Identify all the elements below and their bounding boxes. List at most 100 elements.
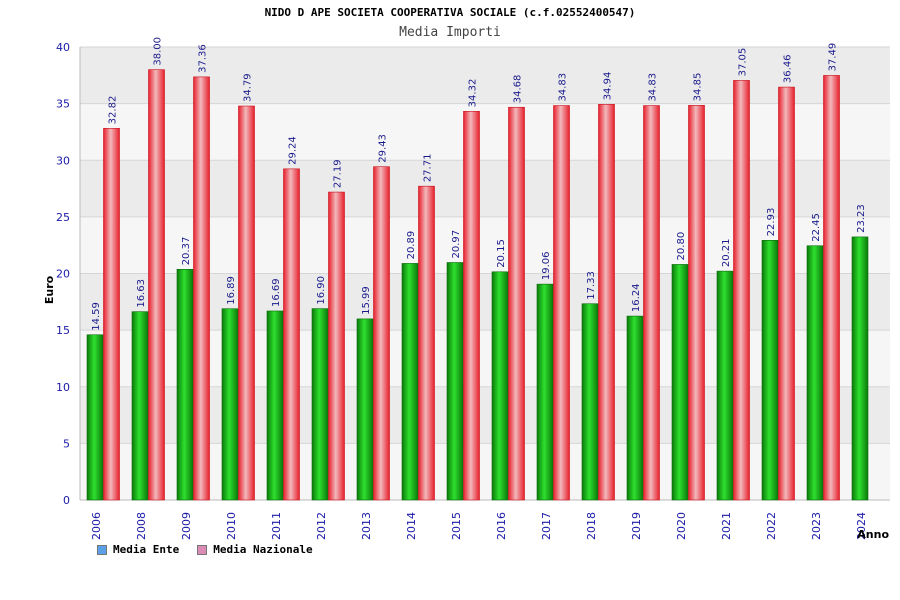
x-tick-label: 2024 [855, 512, 868, 540]
x-axis-ticks: 2006 2008 2009 2010 2011 2012 2013 2014 2015 2016… [90, 512, 868, 540]
bar-media-ente [401, 263, 419, 501]
grid-band [80, 273, 890, 331]
x-tick-label: 2021 [720, 512, 733, 540]
bar-media-nazionale [688, 105, 705, 501]
label-media-ente: 17.33 [586, 271, 597, 300]
label-media-ente: 16.90 [316, 276, 327, 305]
bar-media-ente [221, 308, 239, 501]
label-media-ente: 20.89 [406, 231, 417, 260]
bar-media-nazionale [193, 76, 210, 501]
label-media-ente: 16.63 [136, 279, 147, 308]
y-axis-ticks: 0 5 10 15 20 25 30 35 40 [56, 41, 70, 507]
bar-media-nazionale [553, 105, 570, 501]
bar-media-ente [761, 240, 779, 501]
label-media-ente: 16.69 [271, 278, 282, 307]
x-tick-label: 2020 [675, 512, 688, 540]
bars [86, 69, 869, 501]
x-tick-label: 2017 [540, 512, 553, 540]
label-media-nazionale: 38.00 [153, 37, 164, 66]
label-media-nazionale: 34.83 [648, 73, 659, 102]
bar-value-labels: 14.59 32.82 16.63 38.00 20.37 37.36 16.89 34.79… [91, 37, 867, 331]
bar-media-ente [131, 311, 149, 501]
x-tick-label: 2018 [585, 512, 598, 540]
label-media-nazionale: 29.24 [288, 136, 299, 165]
bar-media-nazionale [283, 168, 300, 501]
label-media-ente: 20.97 [451, 230, 462, 259]
legend-label-media-ente: Media Ente [113, 543, 180, 556]
grid-band [80, 386, 890, 444]
x-tick-label: 2006 [90, 512, 103, 540]
label-media-ente: 22.45 [811, 213, 822, 242]
label-media-nazionale: 34.83 [558, 73, 569, 102]
label-media-nazionale: 34.79 [243, 73, 254, 102]
bar-media-ente [446, 262, 464, 501]
y-tick-label: 40 [56, 41, 70, 54]
x-tick-label: 2012 [315, 512, 328, 540]
y-tick-label: 10 [56, 381, 70, 394]
label-media-ente: 15.99 [361, 286, 372, 315]
x-axis-label: Anno [857, 528, 889, 541]
legend-label-media-nazionale: Media Nazionale [213, 543, 313, 556]
bar-media-nazionale [148, 69, 165, 501]
bar-media-ente [671, 264, 689, 501]
legend-swatch-media-nazionale [197, 544, 208, 555]
grid-band [80, 216, 890, 274]
legend-item-media-ente: Media Ente [97, 543, 179, 556]
y-tick-label: 15 [56, 324, 70, 337]
label-media-nazionale: 29.43 [378, 134, 389, 163]
label-media-ente: 16.24 [631, 283, 642, 312]
bar-media-ente [266, 310, 284, 501]
label-media-nazionale: 27.19 [333, 159, 344, 188]
grid-band [80, 103, 890, 161]
bar-media-nazionale [373, 166, 390, 501]
label-media-nazionale: 34.32 [468, 79, 479, 108]
grid-band [80, 330, 890, 387]
label-media-ente: 23.23 [856, 204, 867, 233]
x-tick-label: 2023 [810, 512, 823, 540]
chart-title: NIDO D APE SOCIETA COOPERATIVA SOCIALE (… [264, 6, 636, 19]
bar-media-ente [806, 245, 824, 501]
y-tick-label: 0 [63, 494, 70, 507]
label-media-ente: 19.06 [541, 252, 552, 281]
bar-media-ente [626, 315, 644, 501]
bar-media-ente [491, 271, 509, 501]
legend-item-media-nazionale: Media Nazionale [197, 543, 313, 556]
bar-media-ente [311, 308, 329, 501]
x-tick-label: 2011 [270, 512, 283, 540]
x-tick-label: 2015 [450, 512, 463, 540]
bar-media-ente [581, 303, 599, 501]
label-media-nazionale: 36.46 [783, 54, 794, 83]
label-media-nazionale: 37.05 [738, 48, 749, 77]
y-tick-label: 5 [63, 437, 70, 450]
legend-swatch-media-ente [97, 544, 107, 555]
label-media-ente: 20.37 [181, 237, 192, 266]
label-media-ente: 20.80 [676, 232, 687, 261]
bar-media-nazionale [733, 80, 750, 501]
label-media-ente: 16.89 [226, 276, 237, 305]
bar-media-ente [86, 334, 104, 501]
grid-band [80, 160, 890, 217]
x-tick-label: 2013 [360, 512, 373, 540]
x-tick-label: 2010 [225, 512, 238, 540]
bar-media-nazionale [508, 106, 525, 501]
label-media-nazionale: 32.82 [108, 96, 119, 125]
label-media-nazionale: 34.68 [513, 75, 524, 104]
label-media-ente: 20.15 [496, 239, 507, 268]
bar-media-ente [536, 283, 554, 501]
bar-media-nazionale [103, 128, 120, 501]
bar-media-ente [176, 269, 194, 501]
bar-media-nazionale [463, 111, 480, 501]
label-media-nazionale: 34.94 [603, 72, 614, 101]
label-media-nazionale: 34.85 [693, 73, 704, 102]
x-tick-label: 2019 [630, 512, 643, 540]
y-tick-label: 35 [56, 98, 70, 111]
chart-subtitle: Media Importi [399, 25, 501, 40]
label-media-nazionale: 37.36 [198, 44, 209, 73]
label-media-ente: 22.93 [766, 208, 777, 237]
bar-media-nazionale [238, 105, 255, 501]
bar-media-ente [716, 270, 734, 501]
grid-band [80, 47, 890, 104]
bar-media-nazionale [778, 86, 795, 501]
grid-band [80, 443, 890, 500]
